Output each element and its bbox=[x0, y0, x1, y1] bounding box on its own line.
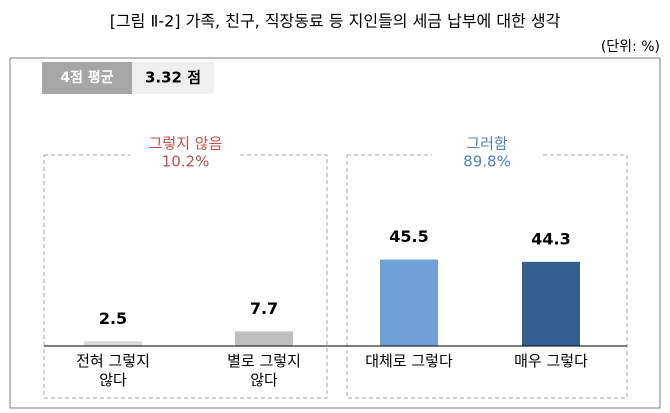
chart-title: [그림 Ⅱ-2] 가족, 친구, 직장동료 등 지인들의 세금 납부에 대한 생… bbox=[110, 12, 561, 31]
badge-value-bg bbox=[132, 62, 214, 94]
bar bbox=[380, 259, 438, 346]
group-share: 10.2% bbox=[162, 153, 210, 171]
value-label: 7.7 bbox=[250, 299, 278, 318]
value-label: 45.5 bbox=[389, 227, 428, 246]
badge-label: 4점 평균 bbox=[60, 69, 113, 86]
group-name: 그러함 bbox=[466, 135, 508, 153]
frame bbox=[9, 57, 661, 409]
x-tick-label: 매우 그렇다 bbox=[514, 352, 588, 370]
bar bbox=[235, 331, 293, 346]
bar bbox=[84, 341, 142, 346]
x-tick-label: 전혀 그렇지 않다 bbox=[76, 352, 150, 389]
x-tick-label: 별로 그렇지 않다 bbox=[227, 352, 301, 389]
group-label-bg bbox=[432, 134, 542, 174]
badge-label-bg bbox=[42, 62, 132, 94]
bar bbox=[522, 261, 580, 346]
unit: (단위: %) bbox=[601, 39, 660, 55]
value-label: 44.3 bbox=[531, 229, 570, 248]
group-name: 그렇지 않음 bbox=[149, 135, 223, 153]
x-tick-label: 대체로 그렇다 bbox=[365, 352, 453, 370]
group-label-bg bbox=[130, 134, 241, 174]
value-label: 2.5 bbox=[99, 309, 127, 328]
group-share: 89.8% bbox=[463, 153, 511, 171]
badge-value: 3.32 점 bbox=[145, 69, 201, 87]
